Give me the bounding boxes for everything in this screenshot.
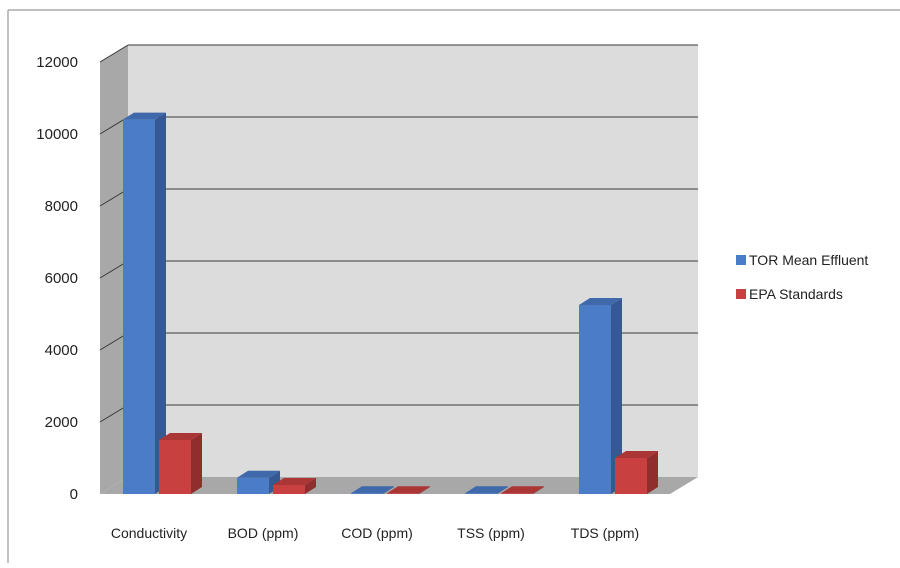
bar-side [155,112,166,494]
bar-side [611,298,622,494]
bar-epa-1 [273,478,316,494]
bar-tor-3 [465,486,508,494]
bar-front [351,493,383,494]
legend-label-epa: EPA Standards [749,286,843,302]
bar-top [351,486,394,494]
bar-side [305,478,316,494]
bar-front [237,477,269,494]
bar-side [383,486,394,494]
legend: TOR Mean Effluent EPA Standards [736,252,868,302]
bar-side [191,433,202,494]
bar-top [615,451,658,458]
x-tick-label: Conductivity [111,525,187,541]
bar-top [237,470,280,478]
bar-top [123,112,166,120]
x-tick-label: COD (ppm) [341,525,413,541]
bar-top [579,298,622,305]
y-axis: 0 2000 4000 6000 8000 10000 12000 [36,54,78,503]
x-tick-label: TSS (ppm) [457,525,525,541]
x-tick-label: BOD (ppm) [228,525,299,541]
y-tick-label: 10000 [36,126,78,143]
legend-item-epa: EPA Standards [736,286,843,302]
bar-top [159,433,202,440]
bar-side [419,486,430,494]
bar-front [501,493,533,494]
bar-epa-2 [387,486,430,494]
gridline-side [99,44,129,63]
legend-item-tor: TOR Mean Effluent [736,252,868,268]
bar-front [159,440,191,494]
bar-tor-4 [579,298,622,494]
bar-top [387,486,430,494]
bar-side [647,451,658,494]
bar-top [273,478,316,485]
legend-swatch-tor [736,255,746,265]
x-axis: Conductivity BOD (ppm) COD (ppm) TSS (ppm) T… [111,525,639,541]
bar-epa-3 [501,486,544,494]
bars [123,112,658,494]
bar-tor-0 [123,112,166,494]
bar-front [387,493,419,494]
bar-front [465,493,497,494]
bar-front [615,458,647,494]
legend-label-tor: TOR Mean Effluent [749,252,868,268]
y-tick-label: 2000 [45,414,78,431]
bar-front [579,305,611,494]
x-tick-label: TDS (ppm) [571,525,639,541]
bar-top [501,486,544,494]
bar-epa-0 [159,433,202,494]
y-tick-label: 0 [70,486,78,503]
legend-swatch-epa [736,289,746,299]
bar-side [497,486,508,494]
bar-front [123,119,155,494]
bar-top [465,486,508,494]
bar-tor-2 [351,486,394,494]
y-tick-label: 6000 [45,270,78,287]
bar-front [273,485,305,494]
y-tick-label: 8000 [45,198,78,215]
y-tick-label: 12000 [36,54,78,71]
bar-side [533,486,544,494]
y-tick-label: 4000 [45,342,78,359]
bar-epa-4 [615,451,658,494]
